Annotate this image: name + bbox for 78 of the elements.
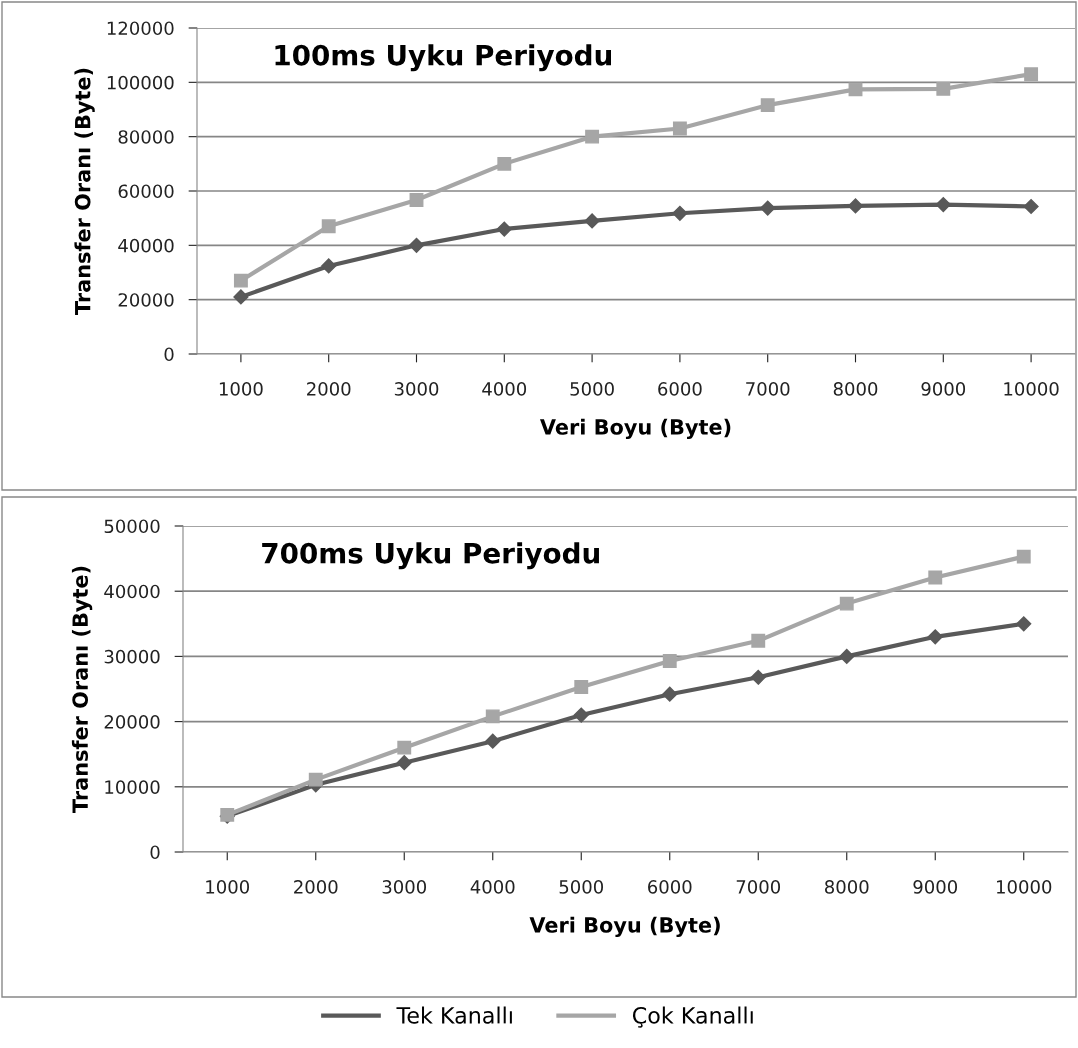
point — [233, 289, 249, 305]
x-tick-label: 3000 — [382, 880, 427, 894]
y-tick-label: 80000 — [118, 130, 174, 144]
x-tick-label: 10000 — [1004, 382, 1059, 396]
point — [848, 82, 863, 97]
x-tick-label: 7000 — [736, 880, 781, 894]
x-tick-label: 3000 — [394, 382, 439, 396]
point — [485, 733, 501, 749]
x-tick-label: 4000 — [482, 382, 527, 396]
point — [497, 156, 512, 171]
point — [585, 129, 600, 144]
point — [672, 121, 687, 136]
point — [408, 237, 425, 253]
point — [1024, 67, 1039, 82]
y-tick-label: 0 — [164, 347, 174, 362]
point — [760, 200, 776, 216]
y-axis-title: Transfer Oranı (Byte) — [71, 566, 93, 813]
x-tick-label: 10000 — [997, 880, 1052, 894]
y-tick-label: 0 — [150, 845, 160, 860]
y-tick-label: 120000 — [107, 21, 174, 36]
point — [485, 709, 500, 724]
point — [321, 258, 337, 274]
y-tick-label: 20000 — [118, 293, 174, 307]
point — [760, 98, 775, 113]
x-tick-label: 2000 — [307, 382, 351, 396]
y-tick-label: 30000 — [104, 649, 160, 664]
y-tick-label: 60000 — [118, 184, 174, 199]
point — [233, 273, 248, 288]
x-tick-label: 9000 — [913, 880, 958, 894]
y-tick-label: 40000 — [118, 238, 174, 253]
x-tick-label: 4000 — [470, 880, 515, 894]
x-axis-title: Veri Boyu (Byte) — [529, 916, 720, 938]
point — [927, 629, 943, 645]
point — [1023, 198, 1039, 215]
x-tick-label: 8000 — [825, 880, 869, 894]
y-tick-label: 20000 — [104, 715, 160, 729]
text: 100ms Uyku Periyodu — [275, 44, 611, 72]
point — [839, 596, 854, 611]
x-tick-label: 6000 — [658, 382, 702, 396]
x-tick-label: 8000 — [833, 382, 878, 396]
point — [928, 570, 943, 585]
legend-label: Tek Kanallı — [396, 1006, 512, 1024]
x-tick-label: 1000 — [219, 382, 263, 396]
point — [751, 633, 766, 648]
point — [397, 740, 412, 755]
y-tick-label: 10000 — [105, 780, 160, 794]
point — [662, 686, 678, 702]
y-tick-label: 40000 — [104, 584, 160, 599]
point — [321, 219, 336, 234]
point — [409, 193, 424, 207]
x-axis-title: Veri Boyu (Byte) — [539, 418, 731, 440]
x-tick-label: 5000 — [570, 382, 614, 396]
x-tick-label: 6000 — [648, 880, 692, 894]
x-tick-label: 1000 — [206, 880, 250, 894]
point — [662, 654, 677, 668]
point — [672, 205, 688, 221]
point — [574, 680, 589, 694]
x-tick-label: 9000 — [921, 382, 966, 396]
point — [935, 197, 951, 213]
y-tick-label: 100000 — [107, 75, 174, 90]
x-tick-label: 7000 — [746, 382, 790, 396]
point — [496, 221, 512, 237]
point — [584, 213, 600, 229]
legend-label: Çok Kanallı — [632, 1006, 753, 1028]
point — [847, 198, 864, 214]
x-tick-label: 2000 — [294, 880, 338, 894]
y-axis-title: Transfer Oranı (Byte) — [74, 68, 95, 315]
y-tick-label: 50000 — [104, 519, 160, 534]
point — [573, 707, 589, 723]
x-tick-label: 5000 — [559, 880, 604, 894]
point — [839, 648, 855, 664]
point — [396, 755, 412, 771]
point — [1016, 549, 1031, 564]
point — [1016, 616, 1032, 632]
point — [936, 81, 951, 96]
point — [750, 669, 766, 685]
point — [308, 772, 323, 787]
text: 700ms Uyku Periyodu — [262, 542, 599, 570]
